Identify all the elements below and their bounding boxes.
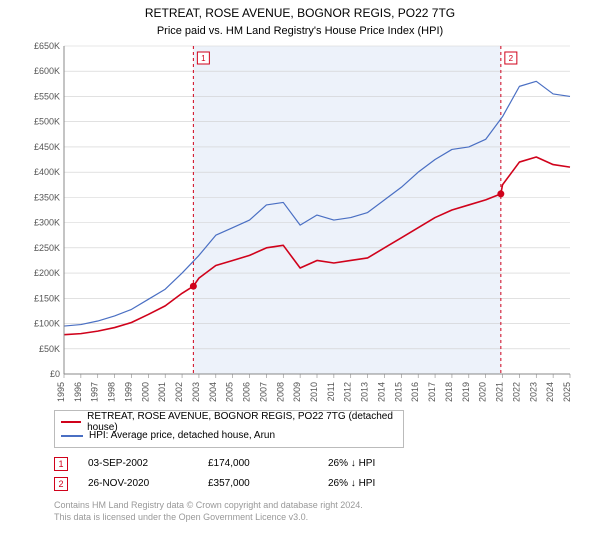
svg-text:£0: £0: [50, 369, 60, 379]
svg-text:£100K: £100K: [34, 318, 60, 328]
legend-label: HPI: Average price, detached house, Arun: [89, 430, 275, 441]
price-chart: £0 £50K £100K £150K £200K £250K £300K £350K £400…: [20, 42, 580, 402]
svg-text:£300K: £300K: [34, 218, 60, 228]
marker-price: £174,000: [208, 458, 308, 469]
svg-text:2006: 2006: [242, 382, 252, 402]
svg-text:1997: 1997: [90, 382, 100, 402]
marker-row: 1 03-SEP-2002 £174,000 26% ↓ HPI: [54, 454, 590, 474]
svg-text:2007: 2007: [258, 382, 268, 402]
footer-line2: This data is licensed under the Open Gov…: [54, 512, 590, 524]
svg-text:2020: 2020: [478, 382, 488, 402]
marker-delta: 26% ↓ HPI: [328, 478, 428, 489]
footer: Contains HM Land Registry data © Crown c…: [54, 500, 590, 523]
svg-text:2016: 2016: [410, 382, 420, 402]
svg-text:1998: 1998: [107, 382, 117, 402]
chart-subtitle: Price paid vs. HM Land Registry's House …: [10, 24, 590, 38]
svg-text:2019: 2019: [461, 382, 471, 402]
svg-text:2008: 2008: [275, 382, 285, 402]
legend-row: RETREAT, ROSE AVENUE, BOGNOR REGIS, PO22…: [61, 415, 397, 429]
svg-text:2003: 2003: [191, 382, 201, 402]
legend: RETREAT, ROSE AVENUE, BOGNOR REGIS, PO22…: [54, 410, 404, 448]
marker-date: 26-NOV-2020: [88, 478, 188, 489]
svg-text:£500K: £500K: [34, 117, 60, 127]
svg-text:2023: 2023: [528, 382, 538, 402]
svg-text:£600K: £600K: [34, 66, 60, 76]
svg-text:2002: 2002: [174, 382, 184, 402]
svg-text:2013: 2013: [360, 382, 370, 402]
svg-text:£200K: £200K: [34, 268, 60, 278]
svg-text:£450K: £450K: [34, 142, 60, 152]
svg-text:2004: 2004: [208, 382, 218, 402]
svg-text:2015: 2015: [393, 382, 403, 402]
legend-swatch: [61, 421, 81, 423]
svg-text:2021: 2021: [495, 382, 505, 402]
svg-text:1999: 1999: [123, 382, 133, 402]
marker-price: £357,000: [208, 478, 308, 489]
svg-text:£250K: £250K: [34, 243, 60, 253]
marker-date: 03-SEP-2002: [88, 458, 188, 469]
svg-text:£550K: £550K: [34, 91, 60, 101]
svg-text:2022: 2022: [511, 382, 521, 402]
svg-text:2010: 2010: [309, 382, 319, 402]
chart-svg: £0 £50K £100K £150K £200K £250K £300K £350K £400…: [20, 42, 580, 402]
svg-text:2018: 2018: [444, 382, 454, 402]
svg-text:2000: 2000: [140, 382, 150, 402]
svg-text:2011: 2011: [326, 382, 336, 401]
svg-text:2025: 2025: [562, 382, 572, 402]
footer-line1: Contains HM Land Registry data © Crown c…: [54, 500, 590, 512]
marker-row: 2 26-NOV-2020 £357,000 26% ↓ HPI: [54, 474, 590, 494]
svg-text:2012: 2012: [343, 382, 353, 402]
legend-swatch: [61, 435, 83, 437]
svg-text:1: 1: [201, 54, 206, 63]
svg-text:£400K: £400K: [34, 167, 60, 177]
svg-text:2: 2: [509, 54, 514, 63]
svg-text:£50K: £50K: [39, 344, 60, 354]
marker-table: 1 03-SEP-2002 £174,000 26% ↓ HPI 2 26-NOV-202…: [54, 454, 590, 494]
svg-text:£650K: £650K: [34, 42, 60, 51]
marker-delta: 26% ↓ HPI: [328, 458, 428, 469]
svg-text:£150K: £150K: [34, 293, 60, 303]
svg-text:2001: 2001: [157, 382, 167, 402]
svg-text:2009: 2009: [292, 382, 302, 402]
chart-container: RETREAT, ROSE AVENUE, BOGNOR REGIS, PO22…: [0, 0, 600, 560]
svg-text:1996: 1996: [73, 382, 83, 402]
marker-badge: 1: [54, 457, 68, 471]
svg-text:2024: 2024: [545, 382, 555, 402]
svg-text:2014: 2014: [376, 382, 386, 402]
svg-text:1995: 1995: [56, 382, 66, 402]
svg-text:2005: 2005: [225, 382, 235, 402]
chart-title: RETREAT, ROSE AVENUE, BOGNOR REGIS, PO22…: [10, 6, 590, 22]
svg-text:£350K: £350K: [34, 192, 60, 202]
svg-text:2017: 2017: [427, 382, 437, 402]
marker-badge: 2: [54, 477, 68, 491]
